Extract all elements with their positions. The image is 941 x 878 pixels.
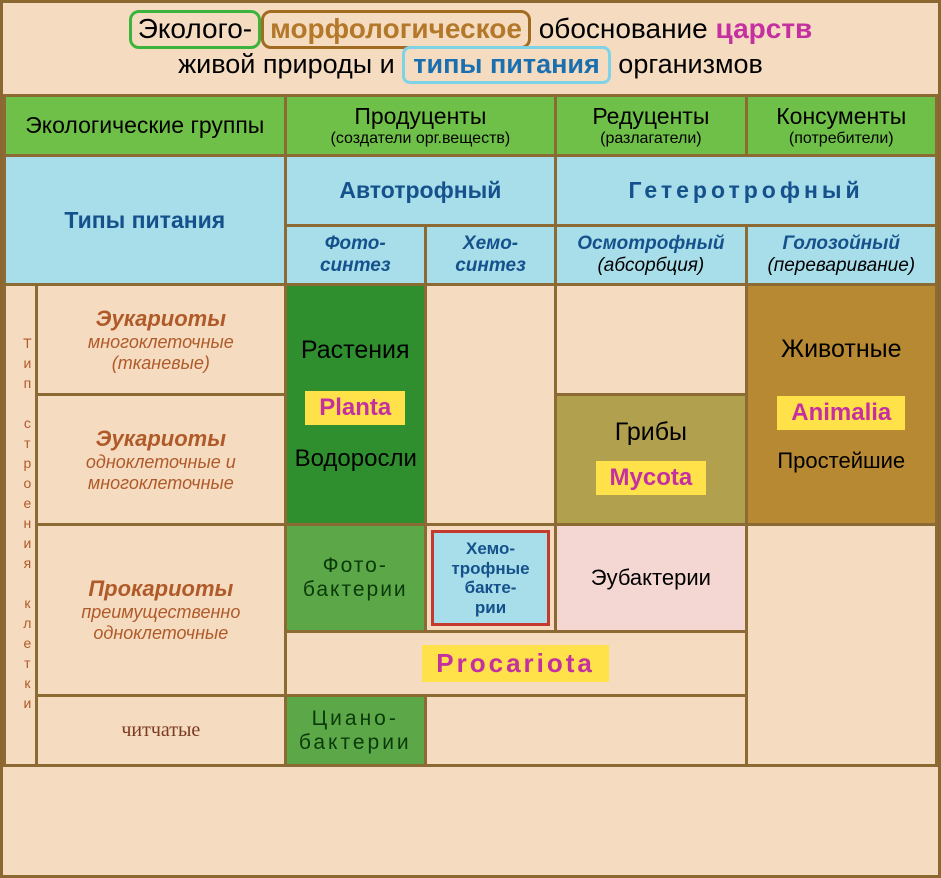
- procariota-tag: Procariota: [422, 645, 609, 682]
- cell-empty-osmo-multi: [556, 285, 746, 395]
- row-prok: Прокариоты преимущественно одноклеточные: [37, 525, 286, 696]
- cell-photobact: Фото- бактерии: [285, 525, 425, 632]
- side-label: Тип строения клетки: [14, 327, 40, 723]
- planta-tag: Planta: [305, 391, 405, 425]
- producers-label: Продуценты: [295, 103, 547, 130]
- row-euk-uni: Эукариоты одноклеточные и многоклеточные: [37, 395, 286, 525]
- mycota-tag: Mycota: [596, 461, 707, 495]
- chemo-label: Хемо- синтез: [435, 233, 546, 277]
- cell-chemobact: Хемо- трофные бакте- рии: [425, 525, 555, 632]
- title-part2: обоснование: [539, 13, 708, 44]
- diagram-frame: Эколого-морфологическое обоснование царс…: [0, 0, 941, 878]
- cell-animals: Животные Animalia Простейшие: [746, 285, 936, 525]
- cell-empty-bottom: [425, 696, 746, 766]
- photobact-label: Фото- бактерии: [295, 554, 416, 602]
- nutrition-highlight: типы питания: [402, 46, 611, 84]
- cell-empty-holo-prok: [746, 525, 936, 766]
- fungi-label: Грибы: [565, 418, 736, 447]
- side-cell-type: Тип строения клетки: [5, 285, 37, 766]
- photo-label: Фото- синтез: [295, 233, 416, 277]
- hdr-photosynth: Фото- синтез: [285, 226, 425, 285]
- holo-sublabel: (переваривание): [756, 255, 927, 277]
- producers-sublabel: (создатели орг.веществ): [295, 130, 547, 148]
- morph-highlight: морфологическое: [261, 10, 531, 49]
- title-line2b: организмов: [618, 49, 763, 79]
- consumers-label: Консументы: [756, 103, 927, 130]
- title-line2a: живой природы и: [178, 49, 395, 79]
- consumers-sublabel: (потребители): [756, 130, 927, 148]
- euk-uni-sublabel: одноклеточные и многоклеточные: [46, 452, 276, 494]
- euk-multi-sublabel: многоклеточные (тканевые): [46, 332, 276, 374]
- cell-procariota: Procariota: [285, 632, 746, 696]
- hdr-heterotrophic: Гетеротрофный: [556, 156, 937, 226]
- hdr-autotrophic: Автотрофный: [285, 156, 556, 226]
- cell-eubact: Эубактерии: [556, 525, 746, 632]
- cell-plants: Растения Planta Водоросли: [285, 285, 425, 525]
- reducers-label: Редуценты: [565, 103, 736, 130]
- hdr-osmo: Осмотрофный (абсорбция): [556, 226, 746, 285]
- euk-multi-label: Эукариоты: [46, 306, 276, 332]
- hdr-producers: Продуценты (создатели орг.веществ): [285, 96, 556, 156]
- row-thread: читчатые: [37, 696, 286, 766]
- nutrition-types-label: Типы питания: [14, 207, 276, 234]
- prok-sublabel: преимущественно одноклеточные: [46, 602, 276, 644]
- cyano-label: Циано- бактерии: [295, 707, 416, 755]
- kingdoms-word: царств: [716, 13, 813, 44]
- reducers-sublabel: (разлагатели): [565, 130, 736, 148]
- eco-groups-label: Экологические группы: [14, 112, 276, 139]
- cell-empty-chemo-euk: [425, 285, 555, 525]
- cell-fungi: Грибы Mycota: [556, 395, 746, 525]
- protozoa-label: Простейшие: [756, 448, 927, 474]
- hdr-consumers: Консументы (потребители): [746, 96, 936, 156]
- animalia-tag: Animalia: [777, 396, 905, 430]
- euk-uni-label: Эукариоты: [46, 426, 276, 452]
- holo-label: Голозойный: [756, 233, 927, 255]
- title-block: Эколого-морфологическое обоснование царс…: [3, 3, 938, 94]
- title-line-1: Эколого-морфологическое обоснование царс…: [15, 13, 926, 45]
- thread-label: читчатые: [46, 719, 276, 742]
- classification-table: Экологические группы Продуценты (создате…: [3, 94, 938, 767]
- heterotrophic-label: Гетеротрофный: [565, 177, 927, 204]
- osmo-label: Осмотрофный: [565, 233, 736, 255]
- eubact-label: Эубактерии: [565, 565, 736, 591]
- hdr-holo: Голозойный (переваривание): [746, 226, 936, 285]
- algae-label: Водоросли: [295, 445, 416, 473]
- hdr-nutrition-types: Типы питания: [5, 156, 286, 285]
- row-euk-multi: Эукариоты многоклеточные (тканевые): [37, 285, 286, 395]
- cell-cyano: Циано- бактерии: [285, 696, 425, 766]
- hdr-reducers: Редуценты (разлагатели): [556, 96, 746, 156]
- autotrophic-label: Автотрофный: [295, 177, 547, 204]
- animals-label: Животные: [756, 335, 927, 364]
- plants-label: Растения: [295, 336, 416, 365]
- osmo-sublabel: (абсорбция): [565, 255, 736, 277]
- chemobact-box: Хемо- трофные бакте- рии: [431, 530, 550, 626]
- title-line-2: живой природы и типы питания организмов: [15, 49, 926, 80]
- hdr-eco-groups: Экологические группы: [5, 96, 286, 156]
- eco-highlight: Эколого-: [129, 10, 261, 49]
- hdr-chemosynth: Хемо- синтез: [425, 226, 555, 285]
- prok-label: Прокариоты: [46, 576, 276, 602]
